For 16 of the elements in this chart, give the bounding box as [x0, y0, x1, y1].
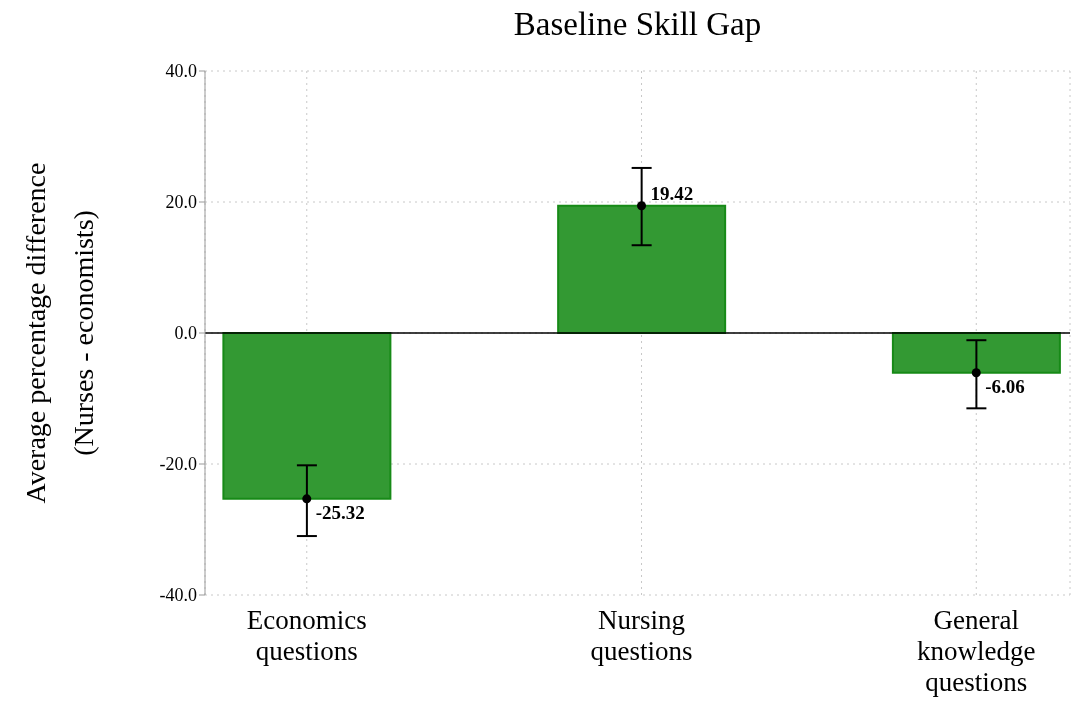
point	[971, 368, 981, 378]
y-tick-label: 40.0	[165, 61, 197, 82]
data-label: -25.32	[315, 501, 365, 523]
chart-title: Baseline Skill Gap	[512, 6, 763, 43]
y-tick-label: 20.0	[165, 192, 197, 213]
point	[302, 494, 312, 504]
y-tick-label: -40.0	[159, 585, 197, 606]
point	[637, 201, 647, 211]
x-tick-label: General knowledge questions	[917, 605, 1036, 697]
x-tick-label: Economics questions	[246, 605, 367, 666]
y-tick-label: -20.0	[159, 454, 197, 475]
data-label: -6.06	[985, 375, 1025, 397]
y-tick-label: 0.0	[174, 323, 197, 344]
data-label: 19.42	[650, 182, 694, 204]
y-axis-title: Average percentage difference (Nurses - economists)	[19, 162, 100, 504]
x-tick-label: Nursing questions	[590, 605, 693, 666]
